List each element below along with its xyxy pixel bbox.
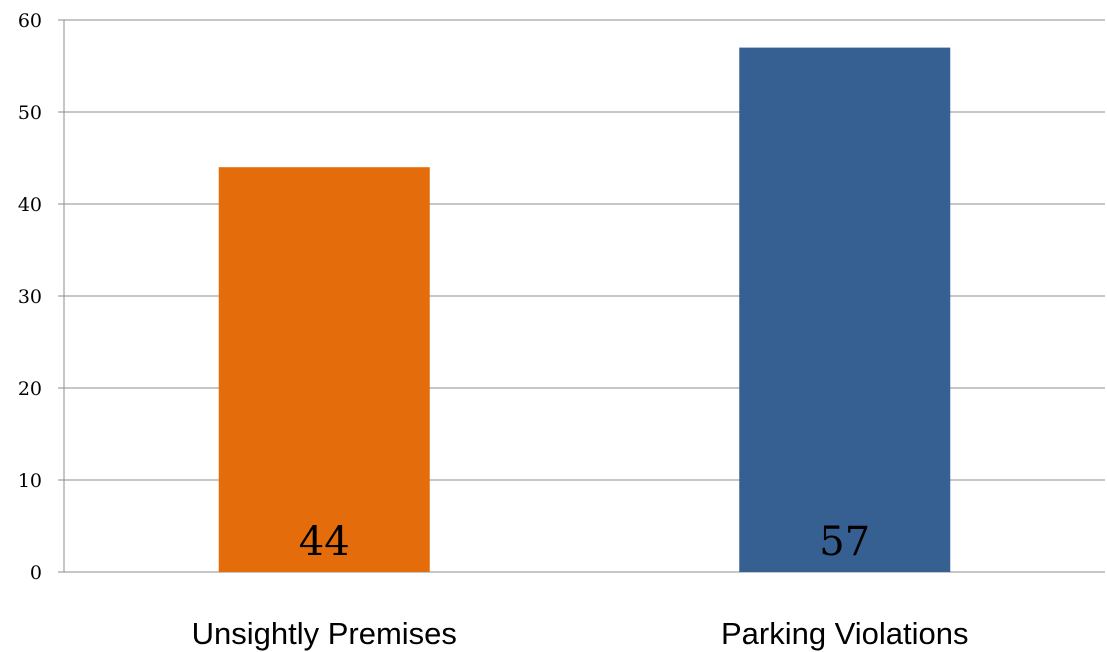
x-category-label: Unsightly Premises xyxy=(192,616,457,651)
y-tick-label: 10 xyxy=(18,470,42,492)
bar-parking-violations xyxy=(739,47,951,573)
y-tick-label: 30 xyxy=(18,286,42,308)
x-category-label: Parking Violations xyxy=(721,616,969,651)
bar-data-label: 57 xyxy=(819,519,870,565)
bars: 44 57 xyxy=(218,47,951,573)
y-tick-label: 40 xyxy=(18,194,42,216)
y-tick-label: 20 xyxy=(18,378,42,400)
y-tick-label: 50 xyxy=(18,102,42,124)
y-tick-label: 60 xyxy=(18,10,42,32)
bar-unsightly-premises xyxy=(218,167,430,572)
y-tick-label: 0 xyxy=(30,562,42,584)
x-axis-labels: Unsightly Premises Parking Violations xyxy=(192,616,969,651)
bar-data-label: 44 xyxy=(299,519,350,565)
y-axis-ticks: 0 10 20 30 40 50 60 xyxy=(18,10,42,584)
